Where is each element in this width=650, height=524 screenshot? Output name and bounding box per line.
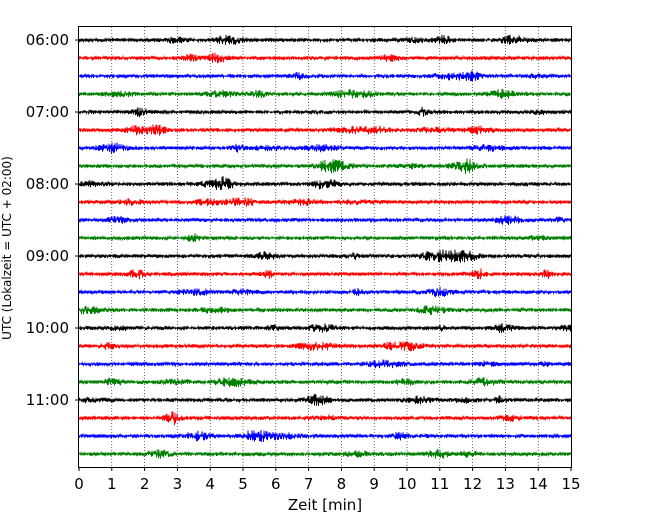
seismic-trace [78,88,572,99]
seismic-trace [78,197,572,207]
seismic-trace [78,106,572,118]
seismic-trace [78,359,572,369]
seismic-trace [78,305,572,316]
seismic-trace [78,70,572,82]
seismic-trace [78,52,572,64]
seismic-trace [78,393,572,406]
y-tick-label: 07:00 [26,103,69,121]
x-tick-label: 10 [397,475,416,493]
y-tick-label: 10:00 [26,319,69,337]
seismic-trace [78,215,572,226]
x-tick-label: 15 [561,475,580,493]
y-tick-label: 11:00 [26,391,69,409]
seismic-trace [78,340,572,352]
seismic-trace [78,429,572,442]
x-tick-label: 9 [369,475,379,493]
traces [78,34,572,459]
x-axis-ticks: 0 1 2 3 4 5 6 7 8 9 10 11 12 13 14 15 [74,467,581,493]
x-tick-label: 4 [205,475,215,493]
x-tick-label: 2 [140,475,150,493]
x-axis-label: Zeit [min] [288,496,362,514]
seismic-trace [78,158,572,175]
x-tick-label: 14 [529,475,548,493]
grid-lines [111,27,539,467]
x-tick-label: 0 [74,475,84,493]
x-tick-label: 1 [107,475,117,493]
seismic-trace [78,34,572,46]
seismic-trace [78,233,572,243]
seismic-trace [78,323,572,333]
x-tick-label: 11 [430,475,449,493]
seismic-trace [78,175,572,190]
x-tick-label: 12 [463,475,482,493]
seismic-trace [78,448,572,459]
x-tick-label: 3 [173,475,183,493]
seismic-trace [78,411,572,426]
seismic-trace [78,124,572,136]
y-axis-label: UTC (Lokalzeit = UTC + 02:00) [0,156,14,340]
seismic-trace [78,249,572,263]
x-tick-label: 8 [337,475,347,493]
y-tick-label: 09:00 [26,247,69,265]
x-tick-label: 5 [238,475,248,493]
seismic-trace [78,286,572,298]
seismic-trace [78,376,572,388]
seismic-trace [78,142,572,154]
y-axis-ticks: 06:00 07:00 08:00 09:00 10:00 11:00 [26,31,79,409]
x-tick-label: 7 [304,475,314,493]
x-tick-label: 13 [496,475,515,493]
y-tick-label: 08:00 [26,175,69,193]
x-tick-label: 6 [271,475,281,493]
y-tick-label: 06:00 [26,31,69,49]
plot-frame [78,26,572,468]
seismic-trace [78,268,572,280]
